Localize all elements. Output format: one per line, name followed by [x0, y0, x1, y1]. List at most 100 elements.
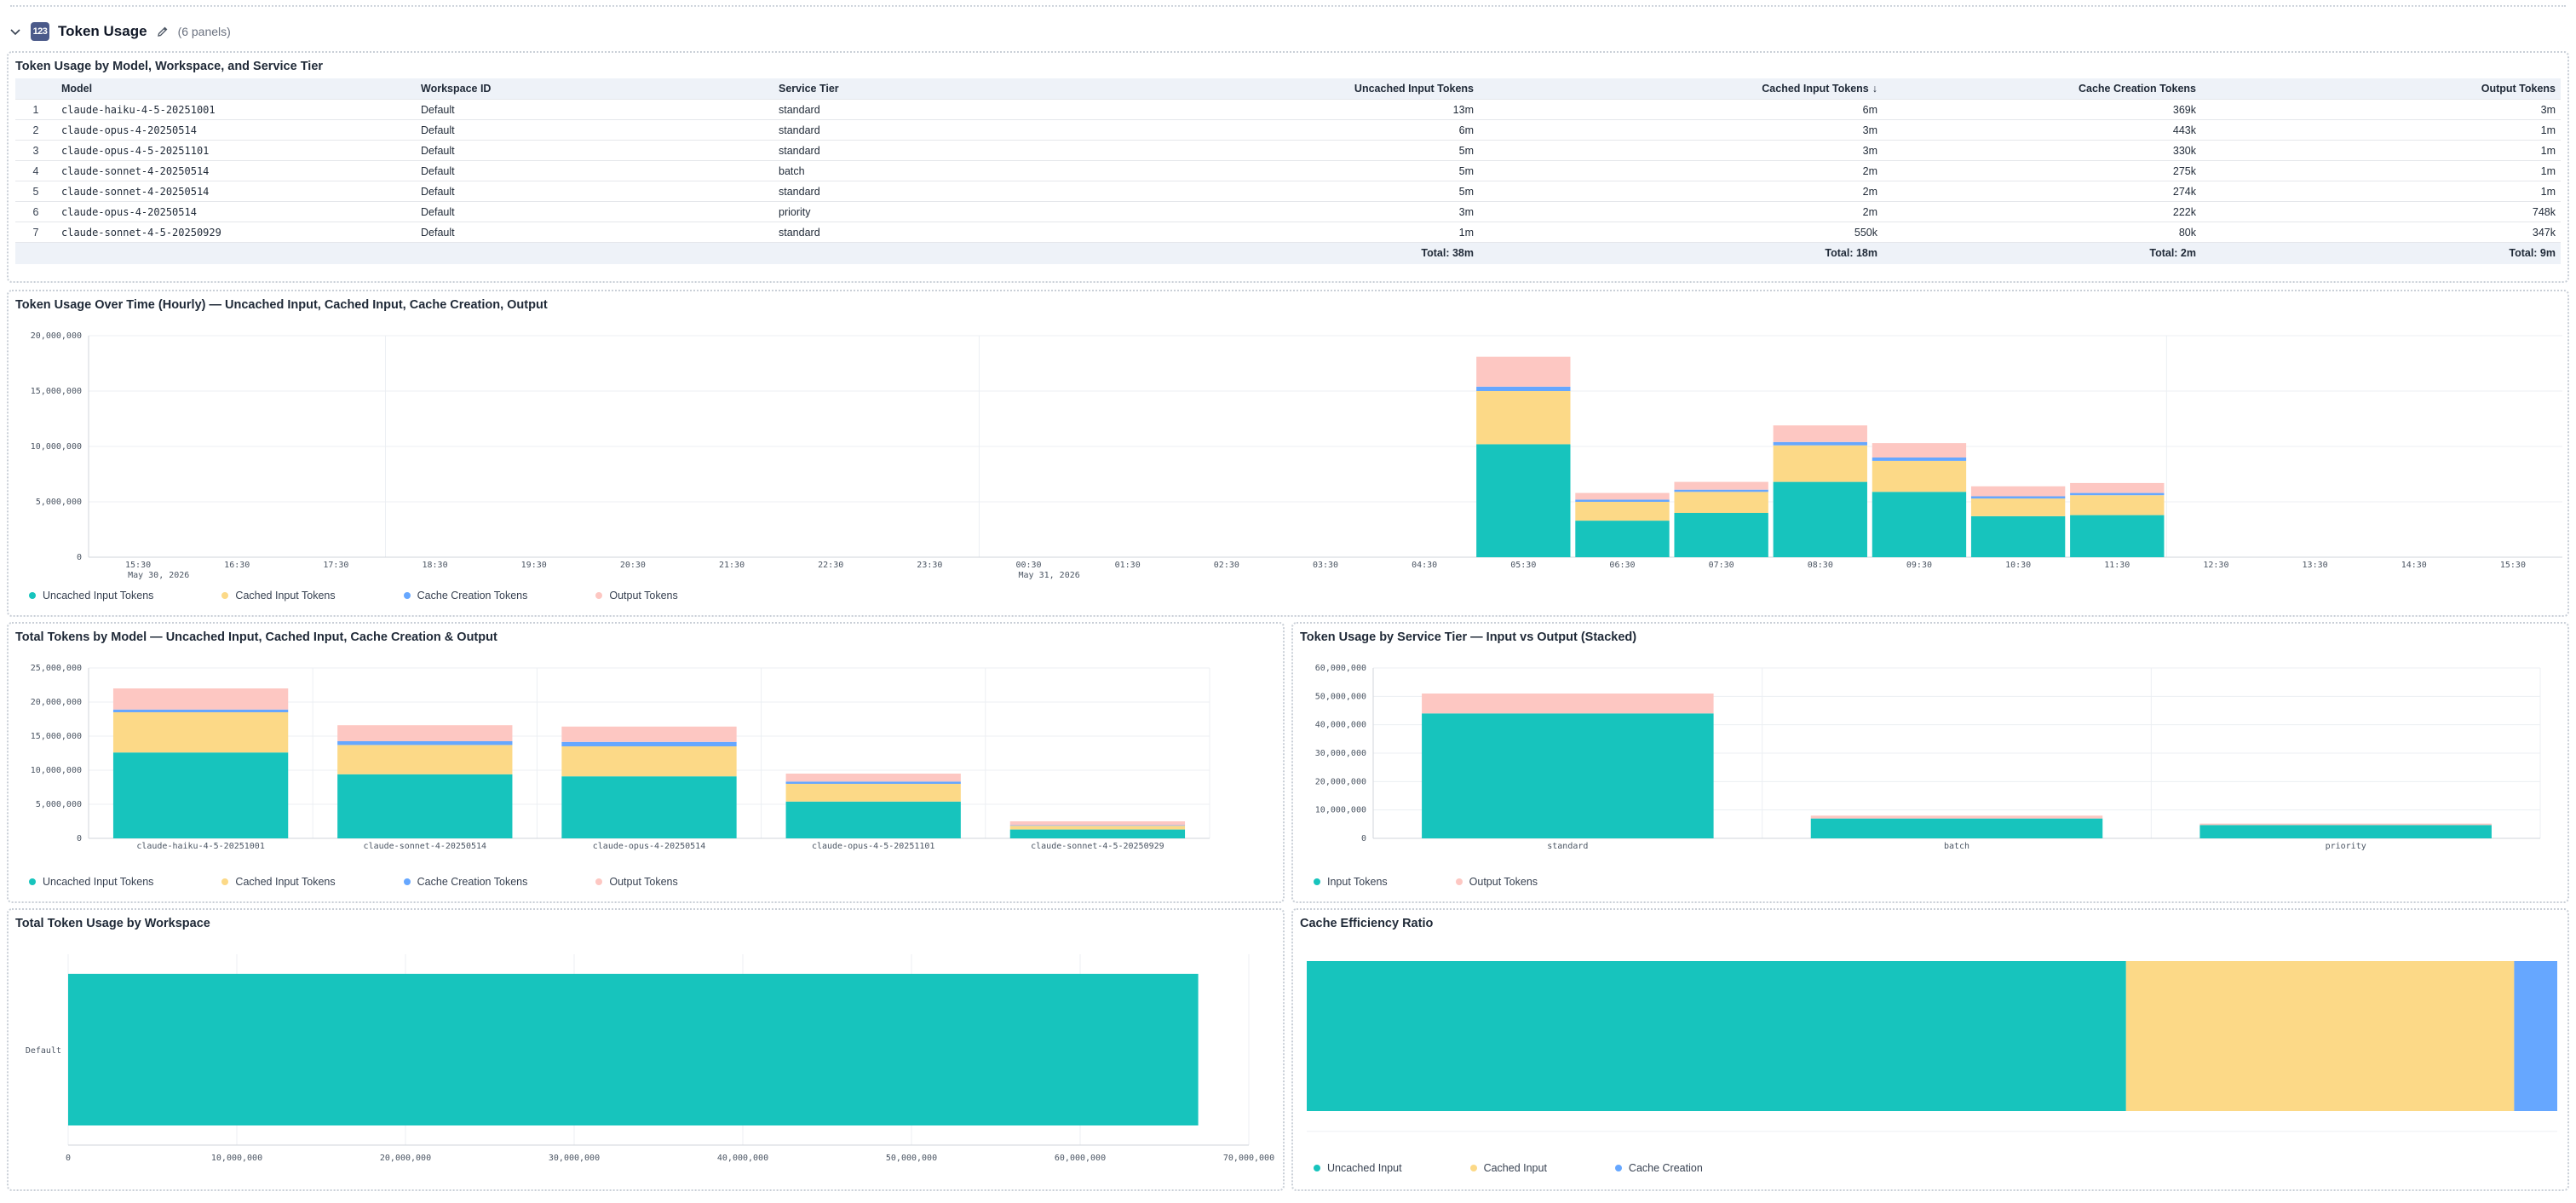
bar-segment[interactable] — [1970, 486, 2066, 497]
legend-item[interactable]: Cache Creation Tokens — [403, 876, 527, 888]
bar-segment[interactable] — [1872, 492, 1967, 557]
bar-segment[interactable] — [561, 726, 737, 742]
table-row[interactable]: 4 claude-sonnet-4-20250514 Default batch 5m 2… — [15, 161, 2561, 181]
cell-workspace: Default — [421, 104, 455, 116]
bar-segment[interactable] — [2070, 482, 2165, 493]
bar-segment[interactable] — [785, 781, 961, 784]
bar-segment[interactable] — [1872, 458, 1967, 461]
header-tier[interactable]: Service Tier — [779, 83, 839, 95]
bar-segment[interactable] — [112, 709, 289, 712]
bar-segment[interactable] — [2125, 961, 2515, 1111]
legend-item[interactable]: Output Tokens — [1455, 876, 1538, 888]
bar-segment[interactable] — [1773, 425, 1867, 442]
legend-item[interactable]: Cached Input Tokens — [221, 876, 336, 888]
bar-segment[interactable] — [1970, 496, 2066, 499]
y-tick-label: 15,000,000 — [31, 387, 82, 396]
cell-creation: 222k — [2172, 206, 2196, 218]
edit-icon[interactable] — [156, 25, 170, 38]
header-uncached[interactable]: Uncached Input Tokens — [1354, 83, 1474, 95]
header-workspace[interactable]: Workspace ID — [421, 83, 492, 95]
legend-item[interactable]: Cache Creation Tokens — [403, 590, 527, 602]
cell-workspace: Default — [421, 145, 455, 157]
x-tick-label: 18:30 — [423, 561, 448, 570]
bar-segment[interactable] — [1970, 498, 2066, 516]
sort-desc-icon[interactable]: ↓ — [1872, 83, 1877, 95]
bar-segment[interactable] — [561, 776, 737, 838]
legend-item[interactable]: Output Tokens — [595, 590, 678, 602]
legend-item[interactable]: Output Tokens — [595, 876, 678, 888]
legend-item[interactable]: Cache Creation — [1614, 1162, 1703, 1174]
bar-segment[interactable] — [1674, 481, 1768, 490]
x-tick-label: 15:30 — [2500, 561, 2526, 570]
bar-segment[interactable] — [1307, 961, 2126, 1111]
bar-segment[interactable] — [785, 774, 961, 782]
bar-segment[interactable] — [337, 725, 513, 741]
bar-segment[interactable] — [1476, 356, 1571, 387]
table-row[interactable]: 7 claude-sonnet-4-5-20250929 Default standa… — [15, 222, 2561, 243]
cell-model: claude-sonnet-4-5-20250929 — [61, 227, 221, 239]
bar-segment[interactable] — [112, 688, 289, 710]
bar-segment[interactable] — [561, 741, 737, 746]
bar-segment[interactable] — [1009, 826, 1186, 830]
legend-item[interactable]: Cached Input Tokens — [221, 590, 336, 602]
cell-workspace: Default — [421, 206, 455, 218]
bar-segment[interactable] — [1422, 713, 1714, 838]
header-output[interactable]: Output Tokens — [2481, 83, 2556, 95]
cell-output: 748k — [2532, 206, 2556, 218]
bar-segment[interactable] — [337, 745, 513, 774]
bar-segment[interactable] — [112, 752, 289, 838]
bar-segment[interactable] — [1674, 492, 1768, 513]
legend-item[interactable]: Uncached Input Tokens — [29, 590, 153, 602]
bar-segment[interactable] — [1009, 829, 1186, 838]
bar-segment[interactable] — [785, 801, 961, 838]
legend-item[interactable]: Uncached Input — [1314, 1162, 1402, 1174]
bar-segment[interactable] — [1872, 460, 1967, 492]
bar-segment[interactable] — [785, 784, 961, 802]
bar-segment[interactable] — [561, 746, 737, 777]
y-tick-label: 50,000,000 — [1315, 692, 1366, 701]
bar-segment[interactable] — [2070, 492, 2165, 496]
bar-segment[interactable] — [1575, 492, 1670, 500]
bar-segment[interactable] — [1575, 521, 1670, 557]
bar-segment[interactable] — [1970, 515, 2066, 557]
bar-segment[interactable] — [337, 774, 513, 838]
table-row[interactable]: 5 claude-sonnet-4-20250514 Default standard… — [15, 181, 2561, 202]
bar-segment[interactable] — [1773, 481, 1867, 557]
chevron-down-icon[interactable] — [9, 25, 22, 38]
bar-segment[interactable] — [1009, 821, 1186, 826]
bar-segment[interactable] — [1422, 694, 1714, 714]
bar-segment[interactable] — [2070, 495, 2165, 515]
table-row[interactable]: 2 claude-opus-4-20250514 Default standard 6m… — [15, 120, 2561, 141]
header-cached[interactable]: Cached Input Tokens ↓ — [1762, 78, 1877, 99]
bar-segment[interactable] — [1810, 818, 2103, 838]
bar-segment[interactable] — [1773, 445, 1867, 482]
table-row[interactable]: 1 claude-haiku-4-5-20251001 Default standar… — [15, 100, 2561, 120]
section-header[interactable]: 123 Token Usage (6 panels) — [9, 19, 231, 44]
bar-segment[interactable] — [1773, 441, 1867, 446]
bar-segment[interactable] — [1476, 386, 1571, 391]
bar-segment[interactable] — [1476, 391, 1571, 445]
legend-item[interactable]: Input Tokens — [1314, 876, 1388, 888]
legend-label: Uncached Input Tokens — [43, 876, 154, 888]
bar-segment[interactable] — [112, 712, 289, 753]
bar-segment[interactable] — [1476, 444, 1571, 557]
bar-segment[interactable] — [1575, 502, 1670, 521]
bar-segment[interactable] — [337, 741, 513, 745]
bar-segment[interactable] — [1575, 499, 1670, 502]
bar-segment[interactable] — [2514, 961, 2557, 1111]
legend-item[interactable]: Cached Input — [1469, 1162, 1547, 1174]
legend-item[interactable]: Uncached Input Tokens — [29, 876, 153, 888]
bar-segment[interactable] — [1674, 513, 1768, 557]
bar-segment[interactable] — [2070, 515, 2165, 557]
table-row[interactable]: 3 claude-opus-4-5-20251101 Default standard… — [15, 141, 2561, 161]
bar-segment[interactable] — [2199, 825, 2492, 838]
header-model[interactable]: Model — [61, 83, 93, 95]
table-row[interactable]: 6 claude-opus-4-20250514 Default priority 3m… — [15, 202, 2561, 222]
header-creation[interactable]: Cache Creation Tokens — [2078, 83, 2196, 95]
bar-segment[interactable] — [1872, 443, 1967, 458]
bar-segment[interactable] — [1674, 489, 1768, 492]
bar-segment[interactable] — [2199, 823, 2492, 826]
cell-model: claude-sonnet-4-20250514 — [61, 186, 210, 198]
bar-segment[interactable] — [68, 974, 1199, 1125]
bar-segment[interactable] — [1810, 815, 2103, 819]
